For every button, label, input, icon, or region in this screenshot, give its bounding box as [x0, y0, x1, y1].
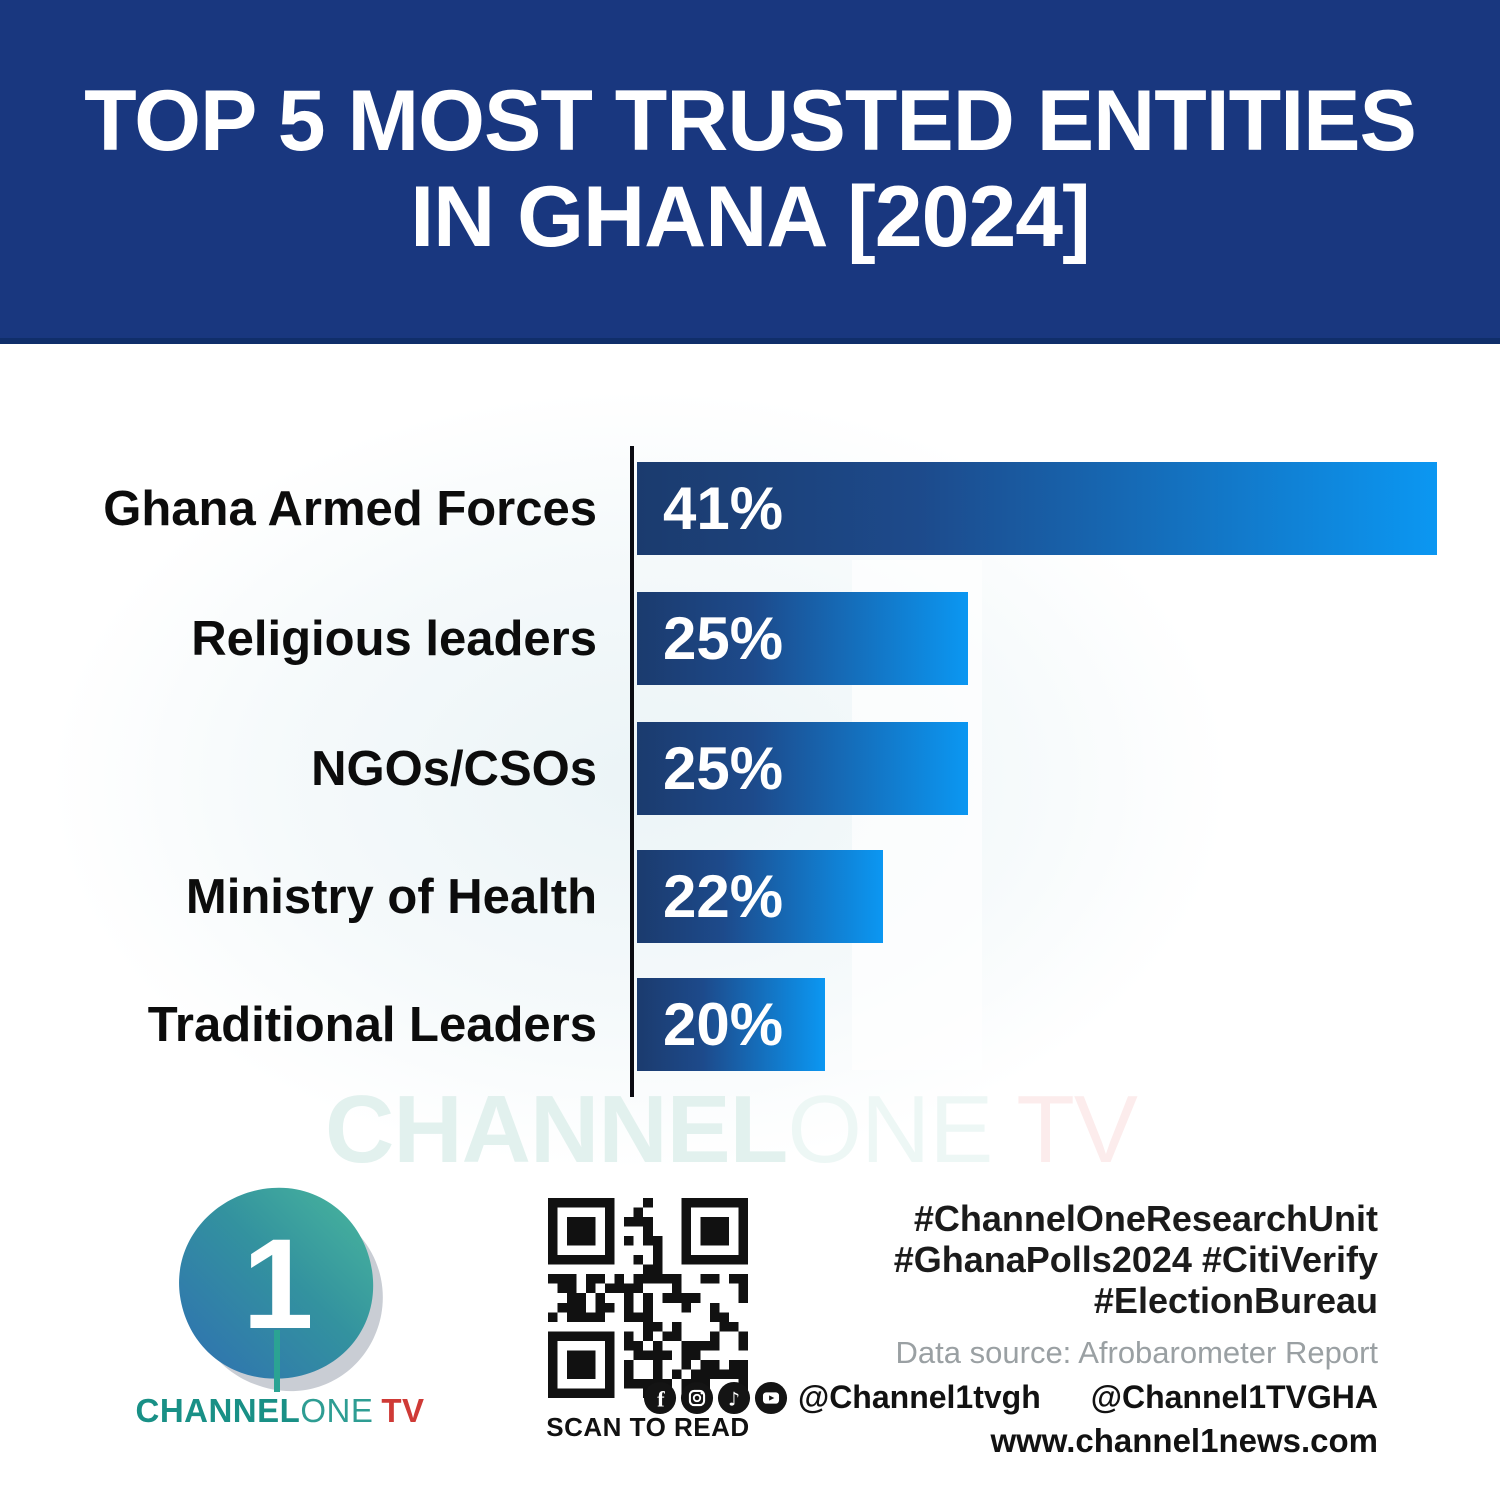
svg-text:f: f	[657, 1386, 665, 1411]
page-title-line2: IN GHANA [2024]	[410, 169, 1091, 265]
logo-wordmark: CHANNELONE TV	[130, 1392, 430, 1430]
logo-numeral-tail	[274, 1330, 280, 1392]
category-label: NGOs/CSOs	[311, 741, 597, 796]
value-label: 25%	[663, 605, 784, 672]
chart-row: Ghana Armed Forces 41%	[0, 462, 1500, 555]
value-label: 22%	[663, 863, 784, 930]
bar-traditional-leaders: 20%	[637, 978, 825, 1071]
footer-right-block: #ChannelOneResearchUnit #GhanaPolls2024 …	[643, 1198, 1378, 1460]
social-handle-main[interactable]: @Channel1tvgh	[797, 1379, 1041, 1415]
chart-axis-line	[630, 446, 634, 1097]
qr-code-image	[548, 1198, 748, 1398]
category-label: Religious leaders	[191, 611, 597, 666]
wordmark-tv: TV	[381, 1392, 425, 1429]
qr-caption: SCAN TO READ	[546, 1412, 750, 1442]
chart-row: Ministry of Health 22%	[0, 850, 1500, 943]
website-url[interactable]: www.channel1news.com	[990, 1422, 1378, 1459]
facebook-icon: f	[643, 1381, 677, 1414]
social-icons: f ♪	[643, 1381, 788, 1415]
channel-one-logo-icon: 1	[179, 1187, 383, 1392]
category-label: Traditional Leaders	[147, 997, 597, 1052]
chart-row: NGOs/CSOs 25%	[0, 722, 1500, 815]
youtube-icon	[754, 1381, 788, 1414]
hashtag-line1: #ChannelOneResearchUnit	[913, 1198, 1378, 1239]
bar-religious-leaders: 25%	[637, 592, 968, 685]
hashtag-line2: #GhanaPolls2024 #CitiVerify	[893, 1239, 1378, 1280]
social-handle-x[interactable]: @Channel1TVGHA	[1090, 1379, 1378, 1415]
svg-text:♪: ♪	[728, 1388, 740, 1410]
page-title-line1: TOP 5 MOST TRUSTED ENTITIES	[84, 73, 1417, 169]
tiktok-icon: ♪	[717, 1381, 751, 1414]
watermark-channel: CHANNEL	[325, 1076, 788, 1183]
chart-row: Traditional Leaders 20%	[0, 978, 1500, 1071]
header-banner: TOP 5 MOST TRUSTED ENTITIES IN GHANA [20…	[0, 0, 1500, 344]
channel-one-logo: 1	[130, 1180, 420, 1440]
social-row: f ♪ @Channel1tvgh	[643, 1379, 1378, 1416]
logo-pebble	[179, 1187, 374, 1379]
bar-ministry-of-health: 22%	[637, 850, 883, 943]
watermark-tv: TV	[992, 1076, 1138, 1183]
value-label: 25%	[663, 735, 784, 802]
value-label: 41%	[663, 475, 784, 542]
category-label: Ministry of Health	[185, 869, 597, 924]
instagram-icon	[680, 1381, 714, 1414]
channel-watermark-text: CHANNELONE TV	[325, 1082, 1225, 1178]
wordmark-one: ONE	[300, 1392, 374, 1429]
bar-ngos-csos: 25%	[637, 722, 968, 815]
watermark-one: ONE	[787, 1076, 993, 1183]
qr-code[interactable]	[548, 1198, 748, 1398]
hashtags: #ChannelOneResearchUnit #GhanaPolls2024 …	[758, 1198, 1378, 1321]
bar-ghana-armed-forces: 41%	[637, 462, 1437, 555]
data-source-note: Data source: Afrobarometer Report	[895, 1335, 1378, 1370]
chart-row: Religious leaders 25%	[0, 592, 1500, 685]
value-label: 20%	[663, 991, 784, 1058]
hashtag-line3: #ElectionBureau	[1093, 1280, 1378, 1321]
category-label: Ghana Armed Forces	[103, 481, 597, 536]
wordmark-channel: CHANNEL	[135, 1392, 301, 1429]
